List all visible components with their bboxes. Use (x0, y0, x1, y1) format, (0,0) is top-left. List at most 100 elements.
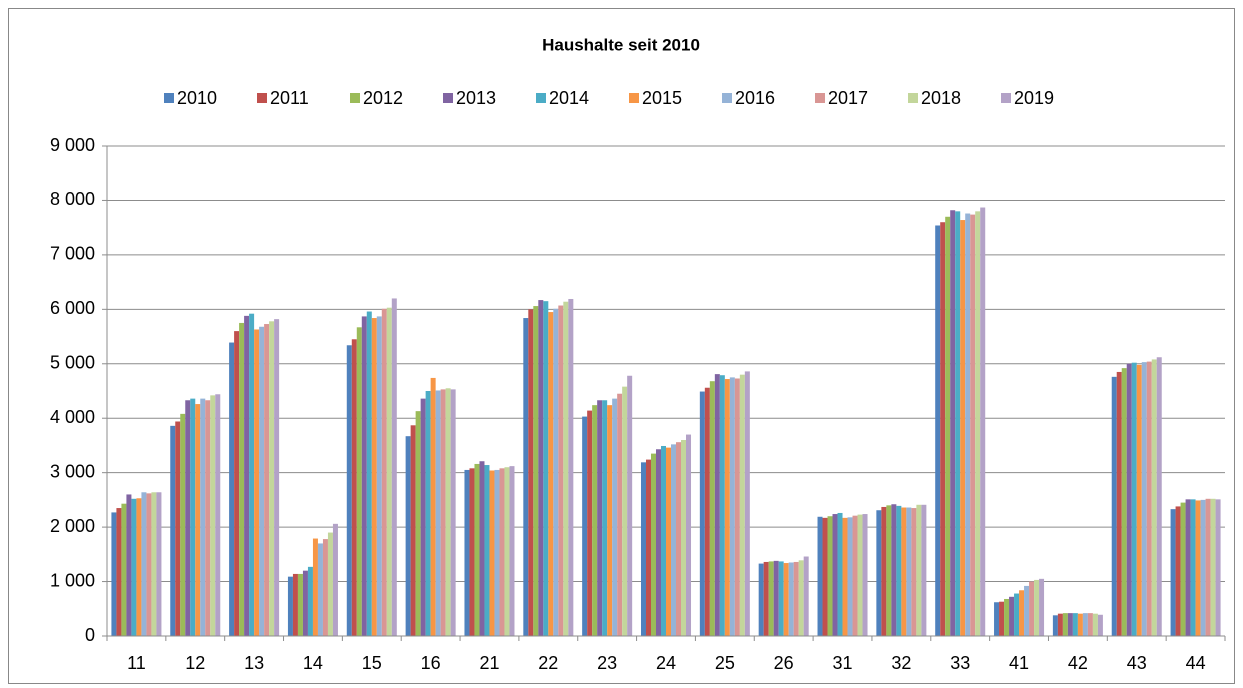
bar (1131, 362, 1137, 636)
x-tick-label: 21 (479, 653, 499, 673)
bar (474, 463, 480, 636)
bar (681, 440, 687, 636)
bar (346, 345, 352, 636)
bar (425, 391, 431, 636)
x-tick-label: 12 (185, 653, 205, 673)
bar (999, 601, 1005, 636)
bar (768, 561, 774, 636)
bar (1077, 613, 1083, 636)
legend-label: 2012 (363, 88, 403, 108)
bar (415, 411, 421, 636)
y-tick-label: 4 000 (50, 407, 95, 427)
legend-swatch (164, 93, 174, 103)
bar (190, 398, 196, 636)
x-tick-label: 41 (1009, 653, 1029, 673)
bar (645, 459, 651, 636)
legend-swatch (536, 93, 546, 103)
bar (1034, 579, 1040, 636)
legend-swatch (722, 93, 732, 103)
bar (180, 413, 186, 636)
bar (1180, 502, 1186, 636)
bar (837, 512, 843, 636)
bar (788, 562, 794, 636)
bar (440, 389, 446, 636)
legend-label: 2016 (735, 88, 775, 108)
bar (719, 375, 725, 636)
bar (1097, 614, 1103, 636)
bar (1121, 368, 1127, 636)
bar (274, 319, 280, 636)
bar (686, 434, 692, 636)
bar (650, 453, 656, 636)
bar (660, 445, 666, 636)
bar (817, 516, 823, 636)
x-tick-label: 26 (774, 653, 794, 673)
bar (744, 371, 750, 636)
x-tick-label: 24 (656, 653, 676, 673)
bar (607, 405, 613, 636)
bar (361, 316, 367, 636)
bar (210, 395, 216, 636)
y-tick-label: 0 (85, 625, 95, 645)
bar (146, 493, 152, 636)
bar (597, 400, 603, 636)
bar (640, 462, 646, 636)
x-tick-label: 16 (421, 653, 441, 673)
bar (881, 506, 887, 636)
bar (901, 507, 907, 636)
legend-label: 2011 (270, 88, 309, 108)
bar (709, 381, 715, 636)
bar (960, 220, 966, 637)
bar (151, 492, 157, 636)
bar (1200, 499, 1206, 636)
bar (302, 570, 308, 636)
bar (366, 311, 372, 636)
bar (911, 508, 917, 636)
legend-label: 2018 (921, 88, 961, 108)
legend-label: 2014 (549, 88, 589, 108)
bar (676, 442, 682, 636)
bar (1019, 590, 1025, 636)
bar (543, 301, 549, 636)
bar (921, 504, 927, 636)
x-tick-label: 31 (833, 653, 853, 673)
bar (994, 602, 1000, 636)
bar (410, 425, 416, 636)
bar (391, 298, 397, 636)
bar (116, 508, 122, 636)
bar (292, 573, 298, 636)
bar (798, 560, 804, 636)
bar (538, 300, 544, 636)
legend-swatch (908, 93, 918, 103)
y-tick-label: 2 000 (50, 516, 95, 536)
bar (1195, 500, 1201, 636)
bar (1141, 362, 1147, 636)
bar (195, 404, 201, 636)
bar (1190, 499, 1196, 636)
bar (763, 561, 769, 636)
bar (783, 563, 789, 636)
bar (1170, 509, 1176, 636)
bar (136, 498, 142, 636)
legend-swatch (629, 93, 639, 103)
x-tick-label: 44 (1186, 653, 1206, 673)
x-tick-label: 25 (715, 653, 735, 673)
y-tick-label: 8 000 (50, 189, 95, 209)
bar (857, 514, 863, 636)
bar (582, 416, 588, 636)
bar (469, 468, 475, 636)
bar (523, 318, 529, 636)
bar (773, 560, 779, 636)
bar (405, 436, 411, 636)
bar (847, 517, 853, 636)
x-tick-label: 11 (127, 653, 146, 673)
bar (1111, 376, 1117, 636)
bar (450, 389, 456, 636)
bar (464, 469, 470, 636)
bar (1087, 613, 1093, 636)
bar (484, 465, 490, 636)
legend-label: 2019 (1014, 88, 1054, 108)
bar (312, 538, 318, 636)
bar (234, 331, 240, 636)
